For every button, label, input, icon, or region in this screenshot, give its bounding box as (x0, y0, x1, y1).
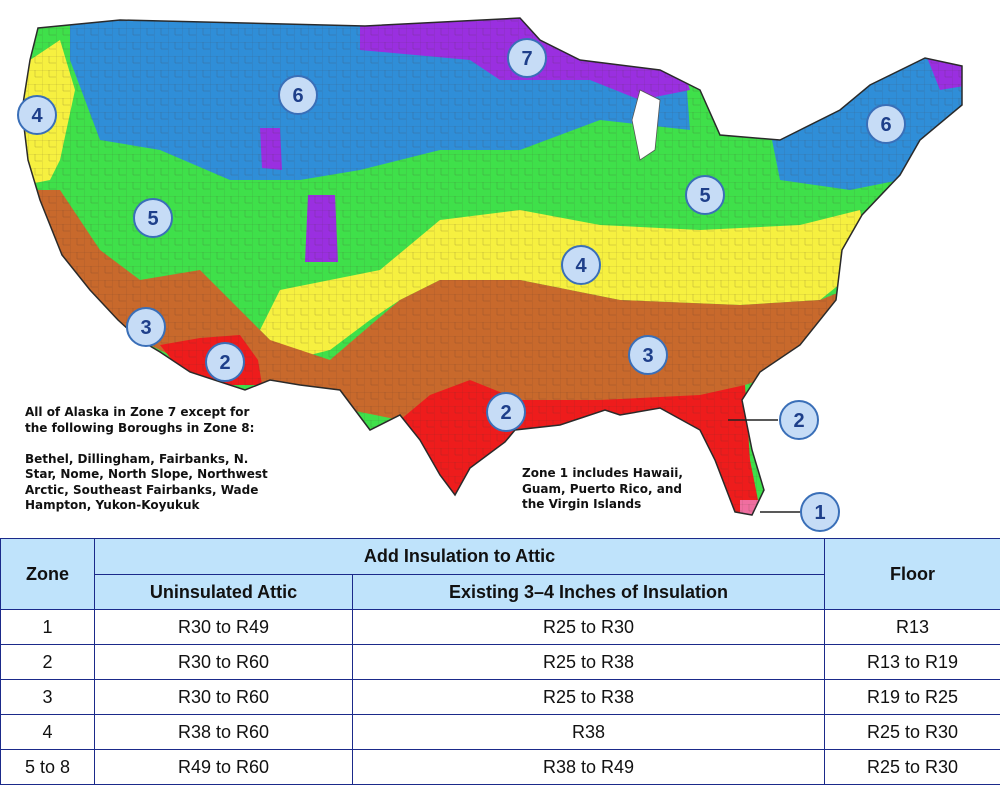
insulation-table: Zone Add Insulation to Attic Floor Unins… (0, 538, 1000, 785)
zone-badge-circle (126, 307, 166, 347)
cell-floor: R13 (824, 609, 1000, 645)
cell-uninsulated: R30 to R49 (94, 609, 353, 645)
cell-existing: R38 to R49 (352, 749, 825, 785)
zone-badge-label: 3 (642, 345, 653, 367)
table-row: 3 R30 to R60 R25 to R38 R19 to R25 (0, 679, 1000, 715)
zone-badge: 2 (205, 342, 245, 382)
zone-badge-circle (133, 198, 173, 238)
cell-uninsulated: R49 to R60 (94, 749, 353, 785)
zone-badge-label: 5 (699, 185, 710, 207)
zone-badge-circle (628, 335, 668, 375)
zone-badge: 3 (628, 335, 668, 375)
cell-zone: 3 (0, 679, 95, 715)
zone-badge: 5 (685, 175, 725, 215)
table-row: 1 R30 to R49 R25 to R30 R13 (0, 609, 1000, 645)
lake-michigan (631, 89, 661, 161)
zone-badge-label: 6 (292, 85, 303, 107)
table-subheader-row: Uninsulated Attic Existing 3–4 Inches of… (1, 574, 1000, 610)
zone-badge-label: 4 (575, 255, 587, 277)
zone-badge: 4 (561, 245, 601, 285)
floor-header: Floor (824, 538, 1000, 610)
zone-badge-label: 3 (140, 317, 151, 339)
zone-badge: 3 (126, 307, 166, 347)
cell-floor: R13 to R19 (824, 644, 1000, 680)
zone-badge-circle (685, 175, 725, 215)
cell-zone: 4 (0, 714, 95, 750)
cell-floor: R25 to R30 (824, 714, 1000, 750)
zone1-note: Zone 1 includes Hawaii, Guam, Puerto Ric… (522, 466, 683, 511)
zone-badge-label: 7 (521, 48, 532, 70)
zone-badge-circle (800, 492, 840, 532)
zone-badge: 5 (133, 198, 173, 238)
zone-badge: 4 (17, 95, 57, 135)
zone-badge-circle (278, 75, 318, 115)
uninsulated-header: Uninsulated Attic (94, 574, 353, 610)
zone-badge-circle (561, 245, 601, 285)
zone-badge-circle (507, 38, 547, 78)
cell-zone: 2 (0, 644, 95, 680)
cell-existing: R25 to R38 (352, 679, 825, 715)
zone-badge: 1 (800, 492, 840, 532)
cell-existing: R25 to R30 (352, 609, 825, 645)
us-map-svg: 7 6 4 6 5 5 4 3 2 3 2 2 1 (17, 17, 963, 532)
existing-header: Existing 3–4 Inches of Insulation (352, 574, 825, 610)
zone-badge-label: 2 (219, 352, 230, 374)
zone-badge: 6 (278, 75, 318, 115)
zone-header: Zone (0, 538, 95, 610)
table-body: 1 R30 to R49 R25 to R30 R13 2 R30 to R60 R25 t… (0, 609, 1000, 785)
cell-existing: R38 (352, 714, 825, 750)
zone-badges: 7 6 4 6 5 5 4 3 2 3 2 2 1 (17, 38, 906, 532)
cell-uninsulated: R38 to R60 (94, 714, 353, 750)
zone-badge-circle (779, 400, 819, 440)
zone-badge-label: 1 (814, 502, 825, 524)
zone-badge-circle (866, 104, 906, 144)
attic-header: Add Insulation to Attic (94, 538, 825, 575)
climate-zone-map: 7 6 4 6 5 5 4 3 2 3 2 2 1 All of Alaska in Zone 7 ex… (17, 17, 963, 532)
cell-floor: R19 to R25 (824, 679, 1000, 715)
zone-badge-label: 2 (793, 410, 804, 432)
table-row: 2 R30 to R60 R25 to R38 R13 to R19 (0, 644, 1000, 680)
cell-zone: 5 to 8 (0, 749, 95, 785)
cell-uninsulated: R30 to R60 (94, 679, 353, 715)
alaska-note: All of Alaska in Zone 7 except for the f… (25, 405, 268, 512)
table-row: 4 R38 to R60 R38 R25 to R30 (0, 714, 1000, 750)
zone-badge: 6 (866, 104, 906, 144)
zone-badge-circle (17, 95, 57, 135)
cell-floor: R25 to R30 (824, 749, 1000, 785)
zone-badge-label: 6 (880, 114, 891, 136)
zone-badge: 2 (779, 400, 819, 440)
zone-badge-label: 4 (31, 105, 43, 127)
zone-badge-label: 5 (147, 208, 158, 230)
cell-existing: R25 to R38 (352, 644, 825, 680)
zone-badge-label: 2 (500, 402, 511, 424)
zone-badge: 7 (507, 38, 547, 78)
zone-badge-circle (486, 392, 526, 432)
zone-badge-circle (205, 342, 245, 382)
zone-badge: 2 (486, 392, 526, 432)
table-header-row: Zone Add Insulation to Attic Floor (0, 538, 1000, 610)
cell-uninsulated: R30 to R60 (94, 644, 353, 680)
table-row: 5 to 8 R49 to R60 R38 to R49 R25 to R30 (0, 749, 1000, 785)
cell-zone: 1 (0, 609, 95, 645)
